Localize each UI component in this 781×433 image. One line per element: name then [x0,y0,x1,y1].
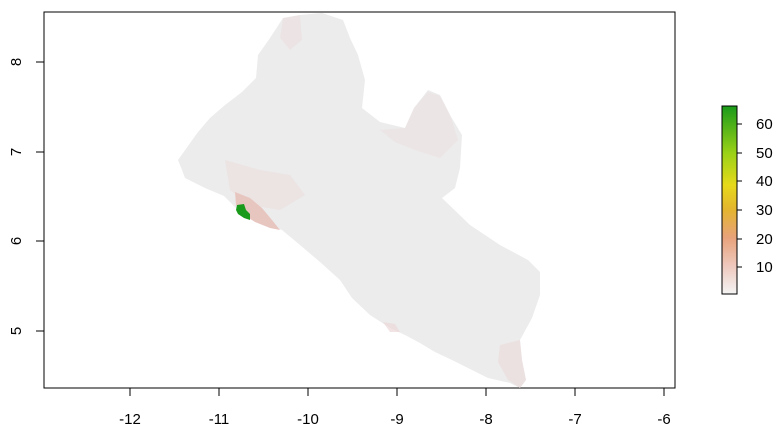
x-tick-label: -8 [479,411,492,428]
x-tick-label: -11 [209,411,230,428]
district-shade-southeast [498,340,526,388]
legend-label: 20 [756,231,773,248]
district-high-value [236,204,250,220]
x-tick-label: -9 [390,411,403,428]
x-tick-label: -12 [119,411,141,428]
legend-ticks [737,123,742,268]
legend-label: 10 [756,259,773,276]
y-tick-label: 5 [8,327,25,335]
district-shade-east [380,92,458,158]
y-tick-label: 6 [8,237,25,245]
x-tick-label: -6 [657,411,670,428]
legend-label: 60 [756,116,773,133]
legend-label: 50 [756,145,773,162]
legend-colorbar [721,105,738,295]
y-tick-label: 7 [8,148,25,156]
district-montserrado [235,192,280,230]
country-liberia [178,13,540,388]
x-tick-label: -10 [297,411,319,428]
district-shade-north [280,15,302,50]
legend-label: 40 [756,173,773,190]
legend-label: 30 [756,202,773,219]
y-axis [36,61,44,332]
x-axis [129,388,665,396]
plot-frame [43,11,676,389]
district-shade-south [383,322,400,332]
x-tick-label: -7 [568,411,581,428]
y-tick-label: 8 [8,58,25,66]
